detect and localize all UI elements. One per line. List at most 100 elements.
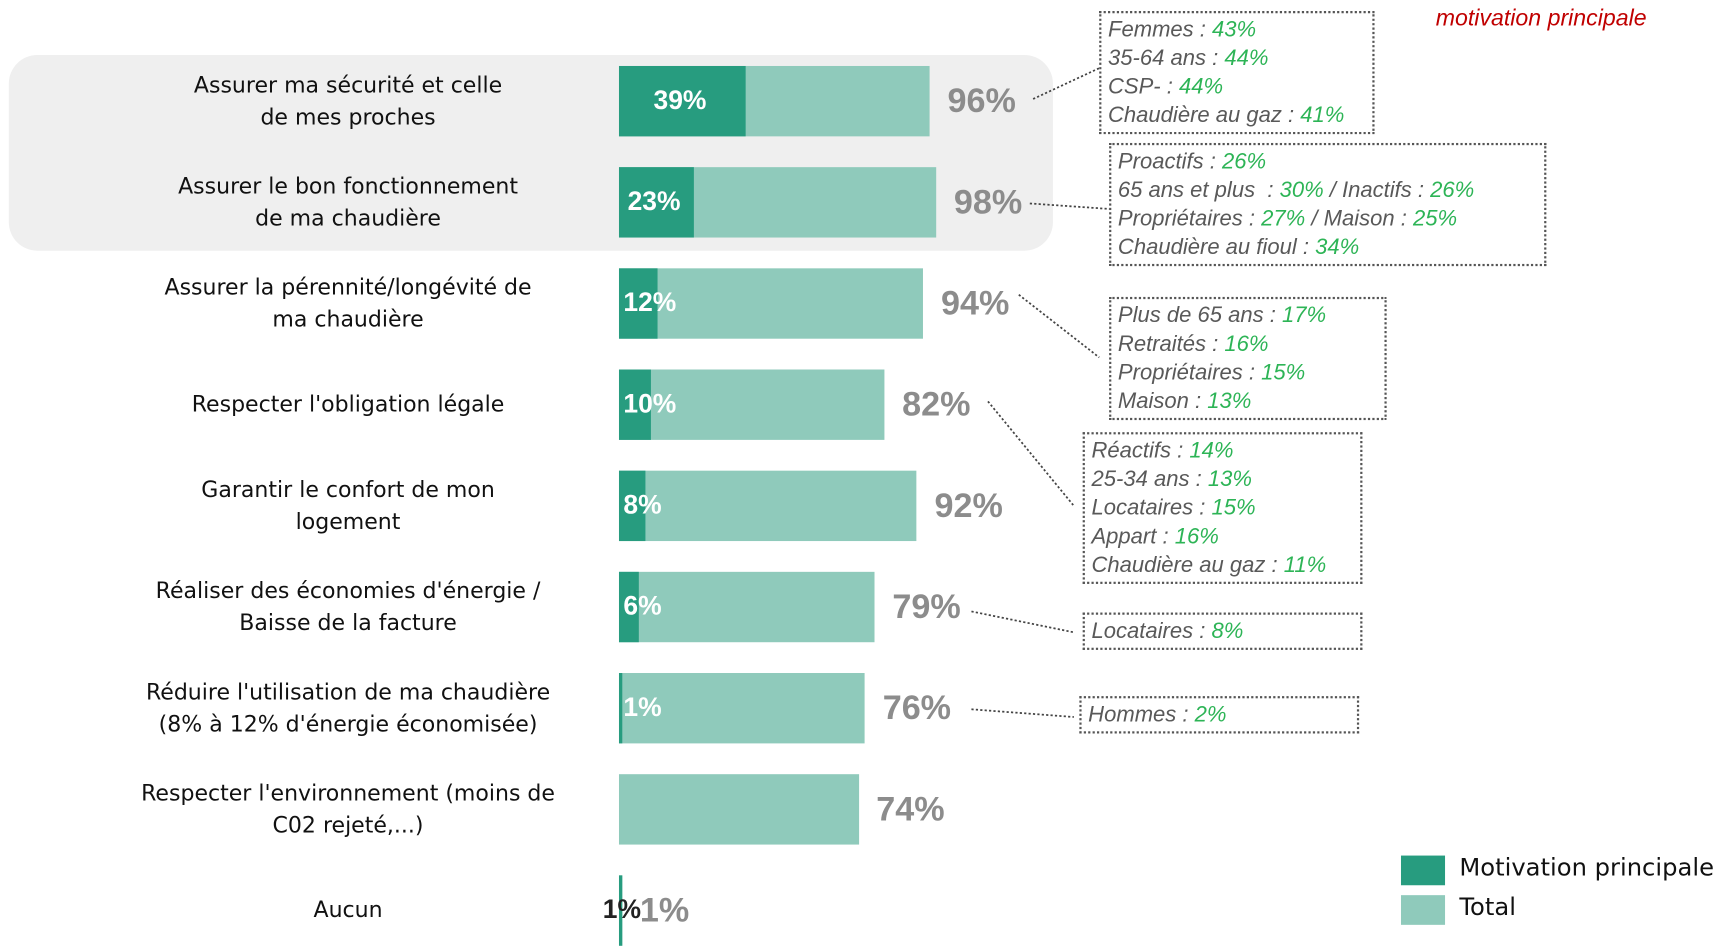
main-label: 6% [623, 591, 662, 622]
annotation-line: Locataires : 15% [1091, 494, 1353, 523]
annotation-value: 15% [1261, 360, 1306, 385]
annotation-line: Propriétaires : 15% [1118, 359, 1378, 388]
annotation-text: / Maison : [1305, 206, 1413, 231]
annotation-value: 14% [1189, 438, 1234, 463]
main-label: 23% [627, 186, 681, 217]
total-label: 82% [902, 384, 971, 424]
total-label: 96% [947, 81, 1016, 120]
bar-total [618, 673, 866, 744]
annotation-value: 27% [1261, 206, 1306, 231]
legend-swatch [1400, 895, 1446, 925]
main-label: 39% [653, 85, 707, 116]
category-label: Assurer ma sécurité et celle de mes proc… [193, 71, 503, 130]
annotation-box: Hommes : 2% [1079, 696, 1360, 734]
category-label: Assurer le bon fonctionnement de ma chau… [178, 172, 518, 231]
annotation-value: 2% [1194, 702, 1227, 727]
connector [971, 708, 1074, 718]
annotation-value: 26% [1221, 149, 1267, 174]
annotation-line: Chaudière au fioul : 34% [1118, 233, 1538, 262]
bar-main [618, 673, 623, 744]
annotation-line: Locataires : 8% [1091, 617, 1353, 646]
main-label: 1% [602, 895, 642, 925]
legend-label: Motivation principale [1459, 854, 1714, 882]
annotation-line: Hommes : 2% [1088, 701, 1350, 730]
annotation-value: 30% [1279, 178, 1324, 203]
total-label: 79% [892, 587, 961, 626]
category-label: Aucun [313, 896, 383, 923]
bar-main [618, 571, 639, 643]
annotation-text: Maison : [1117, 389, 1208, 414]
annotation-text: 25-34 ans : [1091, 467, 1208, 492]
main-label: 12% [623, 288, 677, 318]
connector [971, 610, 1075, 634]
annotation-box: Réactifs : 14% 25-34 ans : 13% Locataires … [1082, 432, 1363, 584]
annotation-value: 43% [1212, 17, 1257, 42]
annotation-title: motivation principale [1435, 5, 1647, 31]
annotation-text: CSP- : [1108, 74, 1179, 99]
bar-main [618, 167, 694, 238]
annotation-text: Proactifs : [1117, 149, 1222, 174]
annotation-value: 13% [1207, 389, 1252, 414]
main-label: 8% [623, 490, 662, 521]
annotation-line: Chaudière au gaz : 41% [1108, 101, 1366, 130]
annotation-line: 35-64 ans : 44% [1108, 44, 1366, 73]
total-label: 92% [934, 486, 1003, 525]
annotation-text: Retraités : [1117, 332, 1225, 357]
bar-main [618, 268, 658, 339]
annotation-line: Plus de 65 ans : 17% [1118, 301, 1378, 330]
category-label: Réaliser des économies d'énergie / Baiss… [155, 577, 541, 636]
annotation-text: Femmes : [1108, 17, 1213, 42]
bar-main [618, 875, 623, 946]
bar-total [618, 268, 924, 339]
annotation-text: Chaudière au fioul : [1117, 235, 1316, 260]
annotation-box: Locataires : 8% [1082, 612, 1363, 650]
annotation-line: Retraités : 16% [1118, 330, 1378, 359]
annotation-box: Femmes : 43% 35-64 ans : 44% CSP- : 44% Cha… [1099, 10, 1375, 135]
bar-total [618, 571, 875, 643]
connectors [971, 67, 1110, 718]
total-label: 76% [882, 688, 952, 727]
annotation-text: Chaudière au gaz : [1108, 103, 1301, 128]
annotation-value: 11% [1283, 553, 1327, 578]
annotation-text: Propriétaires : [1117, 206, 1262, 231]
total-label: 74% [876, 789, 945, 829]
category-label: Respecter l'environnement (moins de C02 … [141, 779, 555, 838]
annotation-line: CSP- : 44% [1108, 73, 1366, 102]
connector [1032, 67, 1100, 100]
annotation-line: Femmes : 43% [1108, 15, 1366, 44]
category-label: Respecter l'obligation légale [191, 390, 505, 417]
annotation-value: 44% [1178, 74, 1224, 99]
main-label: 10% [623, 389, 677, 419]
legend-swatch [1400, 855, 1446, 886]
annotation-text: Propriétaires : [1117, 360, 1262, 385]
main-label: 1% [623, 692, 662, 723]
annotation-text: Locataires : [1091, 619, 1212, 644]
annotation-box: Plus de 65 ans : 17% Retraités : 16% Propr… [1109, 296, 1387, 421]
chart: motivation principale Assurer ma sécurit… [8, 5, 1714, 946]
connector [987, 400, 1075, 507]
annotation-value: 41% [1300, 103, 1345, 128]
annotation-line: 25-34 ans : 13% [1091, 465, 1353, 494]
bar-total [618, 470, 917, 542]
annotation-line: Maison : 13% [1118, 387, 1378, 416]
connector [1018, 294, 1100, 359]
annotation-text: 65 ans et plus : [1117, 178, 1280, 203]
bar-main [618, 470, 645, 542]
annotation-text: Appart : [1091, 524, 1175, 549]
bar-total [618, 369, 885, 440]
total-label: 94% [940, 283, 1010, 323]
category-label: Assurer la pérennité/longévité de ma cha… [164, 273, 532, 333]
annotation-box: Proactifs : 26% 65 ans et plus : 30% / In… [1109, 142, 1547, 267]
annotation-line: Réactifs : 14% [1091, 437, 1353, 466]
annotation-value: 16% [1174, 524, 1219, 549]
category-label: Réduire l'utilisation de ma chaudière (8… [145, 678, 551, 737]
annotation-value: 13% [1207, 467, 1252, 492]
annotation-line: Appart : 16% [1091, 522, 1353, 551]
annotation-text: Locataires : [1091, 495, 1212, 521]
annotation-text: Hommes : [1088, 702, 1195, 727]
annotation-value: 25% [1412, 206, 1458, 231]
annotation-value: 16% [1224, 332, 1269, 357]
annotation-text: Chaudière au gaz : [1091, 553, 1284, 578]
annotation-line: Proactifs : 26% [1118, 147, 1538, 176]
annotation-value: 17% [1282, 303, 1327, 328]
